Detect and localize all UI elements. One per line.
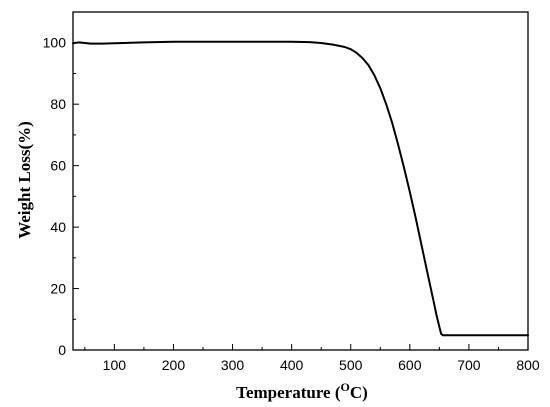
axis-ticks [73,11,529,351]
x-tick-label: 500 [339,357,363,373]
weight-loss-line [72,40,529,337]
y-tick-label: 20 [50,281,66,297]
x-tick-label: 400 [280,357,304,373]
x-axis-title: Temperature (OC) [236,380,368,402]
plot-frame [72,11,529,351]
y-tick-label: 80 [50,96,66,112]
plot-area [72,11,529,351]
y-axis-title: Weight Loss(%) [15,121,34,239]
x-tick-label: 800 [516,357,540,373]
x-tick-label: 100 [103,357,127,373]
y-tick-label: 100 [43,35,67,51]
x-tick-label: 300 [221,357,245,373]
y-tick-label: 60 [50,158,66,174]
x-tick-label: 600 [398,357,422,373]
x-tick-label: 200 [162,357,186,373]
x-tick-label: 700 [457,357,481,373]
tick-labels: 100 200 300 400 500 600 700 800 0 20 40 60 80 100 [43,35,540,373]
y-tick-label: 40 [50,219,66,235]
y-tick-label: 0 [58,342,66,358]
